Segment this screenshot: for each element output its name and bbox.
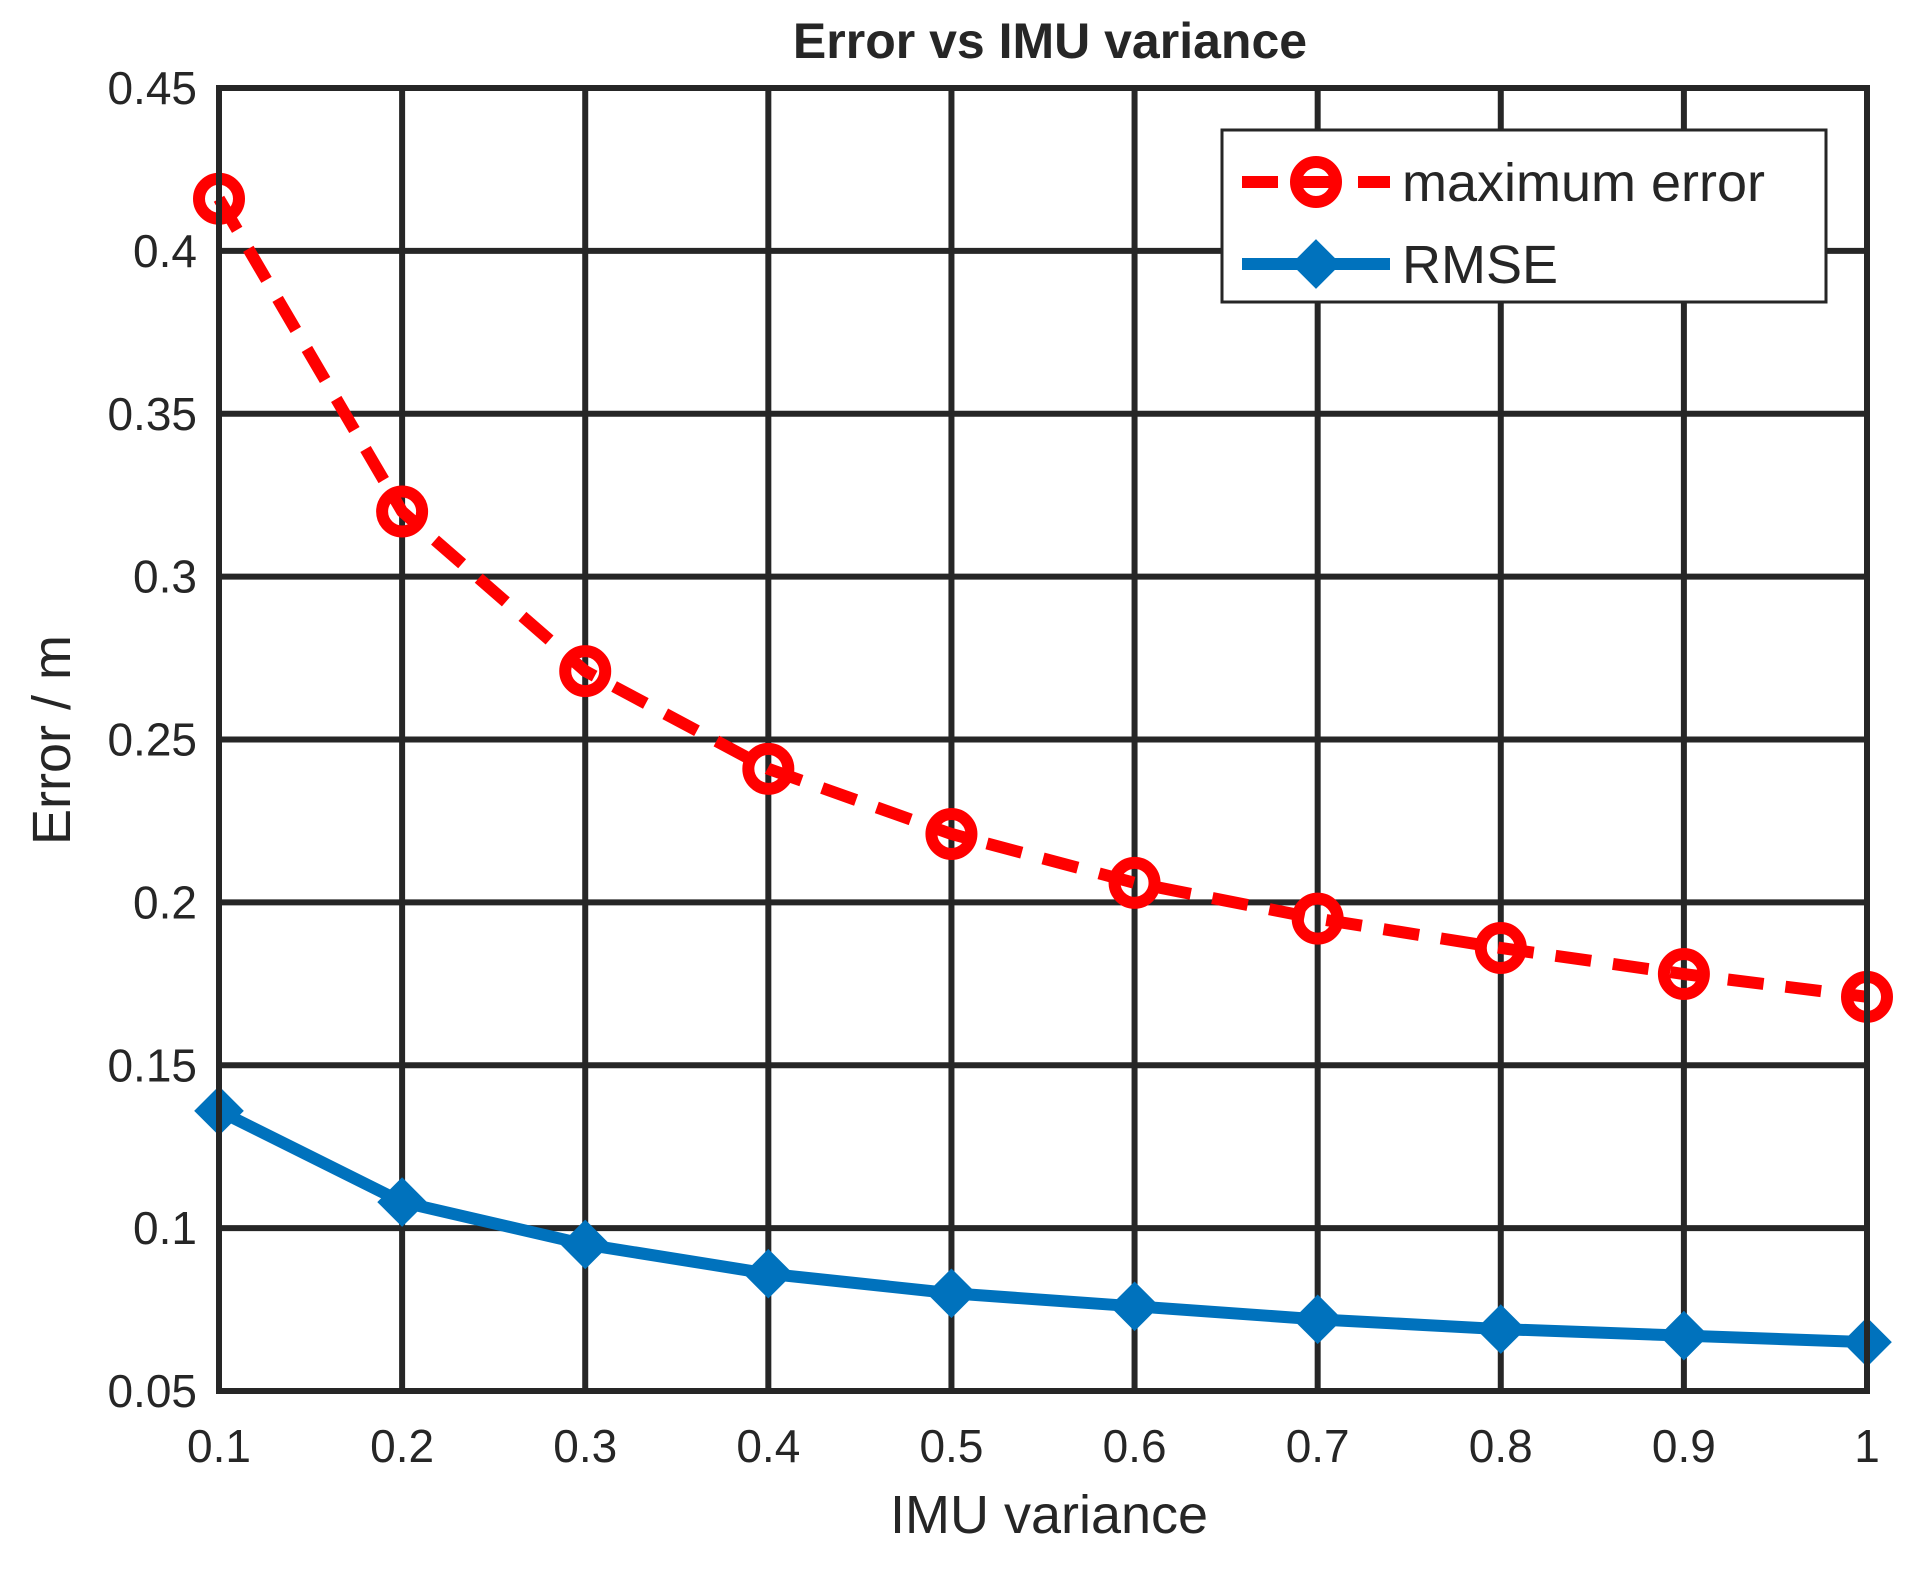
legend-entry: RMSE [1242, 235, 1558, 295]
series-line [213, 195, 1868, 1003]
legend-swatch-marker [1290, 156, 1342, 208]
data-point-marker [1291, 892, 1344, 945]
x-tick-label: 0.3 [553, 1420, 617, 1472]
chart-title: Error vs IMU variance [793, 13, 1307, 69]
data-point-marker [925, 807, 978, 860]
data-point-marker [1109, 1281, 1160, 1332]
x-tick-label: 0.1 [187, 1420, 251, 1472]
x-tick-label: 0.9 [1652, 1420, 1716, 1472]
y-tick-label: 0.35 [107, 388, 197, 440]
y-tick-label: 0.3 [133, 551, 197, 603]
y-tick-label: 0.05 [107, 1365, 197, 1417]
data-point-marker [742, 742, 795, 795]
legend-label: maximum error [1402, 153, 1765, 213]
legend: maximum error RMSE [1220, 128, 1828, 304]
series-1 [194, 1086, 1892, 1367]
y-tick-label: 0.15 [107, 1039, 197, 1091]
legend-entry: maximum error [1242, 153, 1765, 213]
y-tick-label: 0.25 [107, 714, 197, 766]
x-tick-label: 0.2 [370, 1420, 434, 1472]
legend-label: RMSE [1402, 235, 1558, 295]
data-point-marker [1292, 1294, 1343, 1345]
data-point-marker [1659, 1310, 1709, 1361]
x-tick-label: 0.6 [1103, 1420, 1167, 1472]
data-point-marker [1108, 856, 1161, 909]
data-point-marker [377, 1177, 427, 1227]
x-tick-label: 0.8 [1469, 1420, 1533, 1472]
legend-swatch-marker [1291, 239, 1341, 289]
data-point-marker [1474, 921, 1527, 974]
series-line [216, 1105, 1868, 1349]
data-point-marker [1475, 1304, 1526, 1354]
x-tick-label: 0.5 [919, 1420, 983, 1472]
x-tick-label: 1 [1854, 1420, 1880, 1472]
data-point-marker [743, 1248, 794, 1299]
x-tick-label: 0.4 [736, 1420, 800, 1472]
y-tick-label: 0.1 [133, 1202, 197, 1254]
y-tick-label: 0.2 [133, 876, 197, 928]
data-point-marker [1657, 948, 1710, 1001]
plot-frame [216, 85, 1870, 1394]
y-tick-label: 0.45 [107, 62, 197, 114]
data-point-marker [559, 645, 612, 698]
x-tick-label: 0.7 [1286, 1420, 1350, 1472]
y-axis-label: Error / m [22, 635, 82, 845]
data-point-marker [926, 1268, 977, 1319]
plot-series [193, 172, 1893, 1367]
y-tick-label: 0.4 [133, 225, 197, 277]
x-axis-label: IMU variance [890, 1485, 1208, 1545]
data-point-marker [376, 485, 429, 538]
axis-ticks: 0.1 0.2 0.3 0.4 0.5 0.6 0.7 0.8 0.9 10.050.10.150… [107, 62, 1879, 1472]
data-point-marker [560, 1219, 611, 1270]
